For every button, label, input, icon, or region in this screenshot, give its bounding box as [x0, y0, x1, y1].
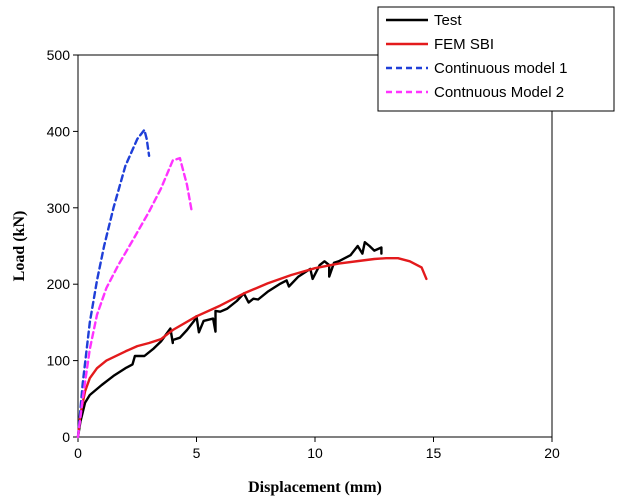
legend-label: Test — [434, 12, 462, 29]
x-axis-ticks: 0 5 10 15 20 — [74, 437, 560, 461]
plot-area: 0 5 10 15 20 0 100 200 300 400 500 — [47, 47, 560, 461]
legend-items: Test FEM SBI Continuous model 1 Contnuous M… — [386, 12, 567, 101]
y-tick-label: 400 — [47, 123, 71, 139]
x-axis-title: Displacement (mm) — [248, 479, 382, 496]
series-line-4 — [76, 156, 194, 439]
y-axis-ticks: 0 100 200 300 400 500 — [47, 47, 78, 445]
x-tick-label: 10 — [307, 445, 323, 461]
y-axis-title: Load (kN) — [11, 211, 28, 282]
legend-label: FEM SBI — [434, 36, 494, 53]
legend-label: Contnuous Model 2 — [434, 84, 564, 101]
legend: Test FEM SBI Continuous model 1 Contnuous M… — [377, 6, 615, 112]
plot-frame — [77, 54, 553, 438]
y-tick-label: 100 — [47, 353, 71, 369]
x-tick-label: 0 — [74, 445, 82, 461]
x-tick-label: 15 — [426, 445, 442, 461]
x-tick-label: 5 — [193, 445, 201, 461]
legend-box — [377, 6, 615, 112]
y-tick-label: 200 — [47, 276, 71, 292]
y-tick-label: 0 — [62, 429, 70, 445]
series-line-3 — [76, 128, 151, 439]
y-tick-label: 300 — [47, 200, 71, 216]
series-layer — [76, 128, 428, 439]
y-tick-label: 500 — [47, 47, 71, 63]
series-line-1 — [76, 240, 383, 439]
x-tick-label: 20 — [544, 445, 560, 461]
series-line-2 — [76, 257, 428, 439]
legend-label: Continuous model 1 — [434, 60, 567, 77]
